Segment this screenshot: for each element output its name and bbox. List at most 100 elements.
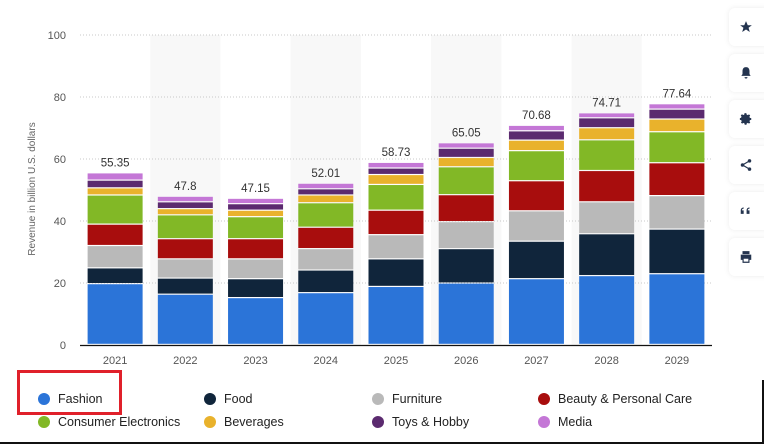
bar-segment-consumer-electronics-2025 <box>368 185 424 210</box>
print-icon <box>740 251 752 263</box>
bar-segment-toys-hobby-2021 <box>87 180 143 188</box>
gear-icon <box>739 113 752 125</box>
bar-segment-beverages-2022 <box>157 209 213 215</box>
x-tick-label: 2023 <box>243 355 267 367</box>
bar-segment-beauty-personal-care-2028 <box>579 171 635 202</box>
settings-button[interactable] <box>729 100 764 138</box>
legend-label: Fashion <box>58 392 103 406</box>
bar-segment-furniture-2026 <box>438 222 494 249</box>
legend-label: Toys & Hobby <box>392 415 470 429</box>
y-tick-label: 0 <box>60 340 66 352</box>
share-button[interactable] <box>729 146 764 184</box>
y-axis-ticks: 0 20 40 60 80 100 <box>48 30 66 352</box>
legend-label: Beauty & Personal Care <box>558 392 693 406</box>
legend-item-fashion[interactable]: Fashion <box>38 392 102 406</box>
bar-segment-media-2029 <box>649 104 705 109</box>
bar-segment-toys-hobby-2027 <box>508 131 564 140</box>
y-tick-label: 80 <box>54 92 66 104</box>
bar-segment-food-2026 <box>438 249 494 283</box>
legend-label: Beverages <box>224 415 284 429</box>
x-tick-label: 2028 <box>594 355 618 367</box>
legend-dot-icon <box>204 416 216 428</box>
bar-segment-media-2027 <box>508 125 564 131</box>
bar-segment-media-2028 <box>579 113 635 118</box>
legend-item-toys-hobby[interactable]: Toys & Hobby <box>372 415 469 429</box>
bar-segment-media-2021 <box>87 173 143 180</box>
bar-segment-furniture-2022 <box>157 259 213 278</box>
total-label: 74.71 <box>592 97 621 109</box>
y-tick-label: 20 <box>54 278 66 290</box>
bar-segment-consumer-electronics-2022 <box>157 215 213 239</box>
bar-segment-beverages-2026 <box>438 158 494 167</box>
legend-label: Furniture <box>392 392 443 406</box>
legend-item-consumer-electronics[interactable]: Consumer Electronics <box>38 415 180 429</box>
total-label: 52.01 <box>311 168 340 180</box>
bar-segment-consumer-electronics-2029 <box>649 132 705 163</box>
bar-segment-consumer-electronics-2024 <box>298 203 354 227</box>
bar-segment-furniture-2029 <box>649 196 705 229</box>
legend-label: Consumer Electronics <box>58 415 181 429</box>
y-axis-label: Revenue in billion U.S. dollars <box>27 122 38 255</box>
legend-item-beverages[interactable]: Beverages <box>204 415 284 429</box>
bar-segment-fashion-2029 <box>649 274 705 344</box>
bar-segment-furniture-2023 <box>228 259 284 279</box>
bar-segment-media-2023 <box>228 198 284 204</box>
total-label: 55.35 <box>101 157 130 169</box>
legend-label: Media <box>558 415 593 429</box>
bar-segment-consumer-electronics-2028 <box>579 140 635 170</box>
legend-dot-icon <box>38 393 50 405</box>
total-label: 77.64 <box>662 88 691 100</box>
bar-segment-fashion-2023 <box>228 298 284 344</box>
bar-segment-beverages-2024 <box>298 195 354 203</box>
bar-segment-beauty-personal-care-2027 <box>508 181 564 211</box>
bar-segment-food-2024 <box>298 270 354 293</box>
bar-segment-beauty-personal-care-2024 <box>298 227 354 249</box>
bar-segment-fashion-2027 <box>508 279 564 344</box>
bell-icon <box>741 67 751 79</box>
x-tick-label: 2025 <box>384 355 408 367</box>
bar-segment-beauty-personal-care-2029 <box>649 163 705 195</box>
x-tick-label: 2024 <box>314 355 338 367</box>
bar-segment-furniture-2021 <box>87 246 143 268</box>
bar-segment-furniture-2028 <box>579 202 635 234</box>
legend-item-media[interactable]: Media <box>538 415 592 429</box>
bar-segment-beverages-2021 <box>87 188 143 195</box>
bar-segment-fashion-2028 <box>579 276 635 344</box>
y-tick-label: 40 <box>54 216 66 228</box>
bar-segment-toys-hobby-2024 <box>298 189 354 195</box>
bar-segment-fashion-2025 <box>368 287 424 344</box>
print-button[interactable] <box>729 238 764 276</box>
bar-segment-toys-hobby-2026 <box>438 148 494 157</box>
legend-item-food[interactable]: Food <box>204 392 253 406</box>
legend-dot-icon <box>538 393 550 405</box>
legend-item-furniture[interactable]: Furniture <box>372 392 442 406</box>
bar-segment-fashion-2026 <box>438 283 494 344</box>
total-label: 58.73 <box>382 147 411 159</box>
x-tick-label: 2029 <box>665 355 689 367</box>
bar-segment-food-2025 <box>368 259 424 286</box>
frame-border-right <box>762 380 764 444</box>
star-icon <box>740 21 752 32</box>
y-tick-label: 100 <box>48 30 66 42</box>
bar-segment-furniture-2024 <box>298 249 354 270</box>
x-tick-label: 2026 <box>454 355 478 367</box>
bar-segment-beverages-2029 <box>649 119 705 132</box>
bar-segment-consumer-electronics-2026 <box>438 167 494 195</box>
x-tick-label: 2027 <box>524 355 548 367</box>
total-label: 70.68 <box>522 110 551 122</box>
notification-button[interactable] <box>729 54 764 92</box>
legend-label: Food <box>224 392 253 406</box>
total-label: 65.05 <box>452 127 481 139</box>
x-tick-label: 2022 <box>173 355 197 367</box>
bar-segment-food-2023 <box>228 279 284 297</box>
bar-segment-beverages-2025 <box>368 175 424 184</box>
bar-segment-fashion-2024 <box>298 293 354 344</box>
favorite-button[interactable] <box>729 8 764 46</box>
bar-segment-fashion-2022 <box>157 294 213 344</box>
legend-item-beauty-personal-care[interactable]: Beauty & Personal Care <box>538 392 692 406</box>
bar-segment-beauty-personal-care-2025 <box>368 210 424 235</box>
cite-button[interactable] <box>729 192 764 230</box>
bar-segment-media-2025 <box>368 162 424 168</box>
bar-segment-beverages-2028 <box>579 128 635 140</box>
